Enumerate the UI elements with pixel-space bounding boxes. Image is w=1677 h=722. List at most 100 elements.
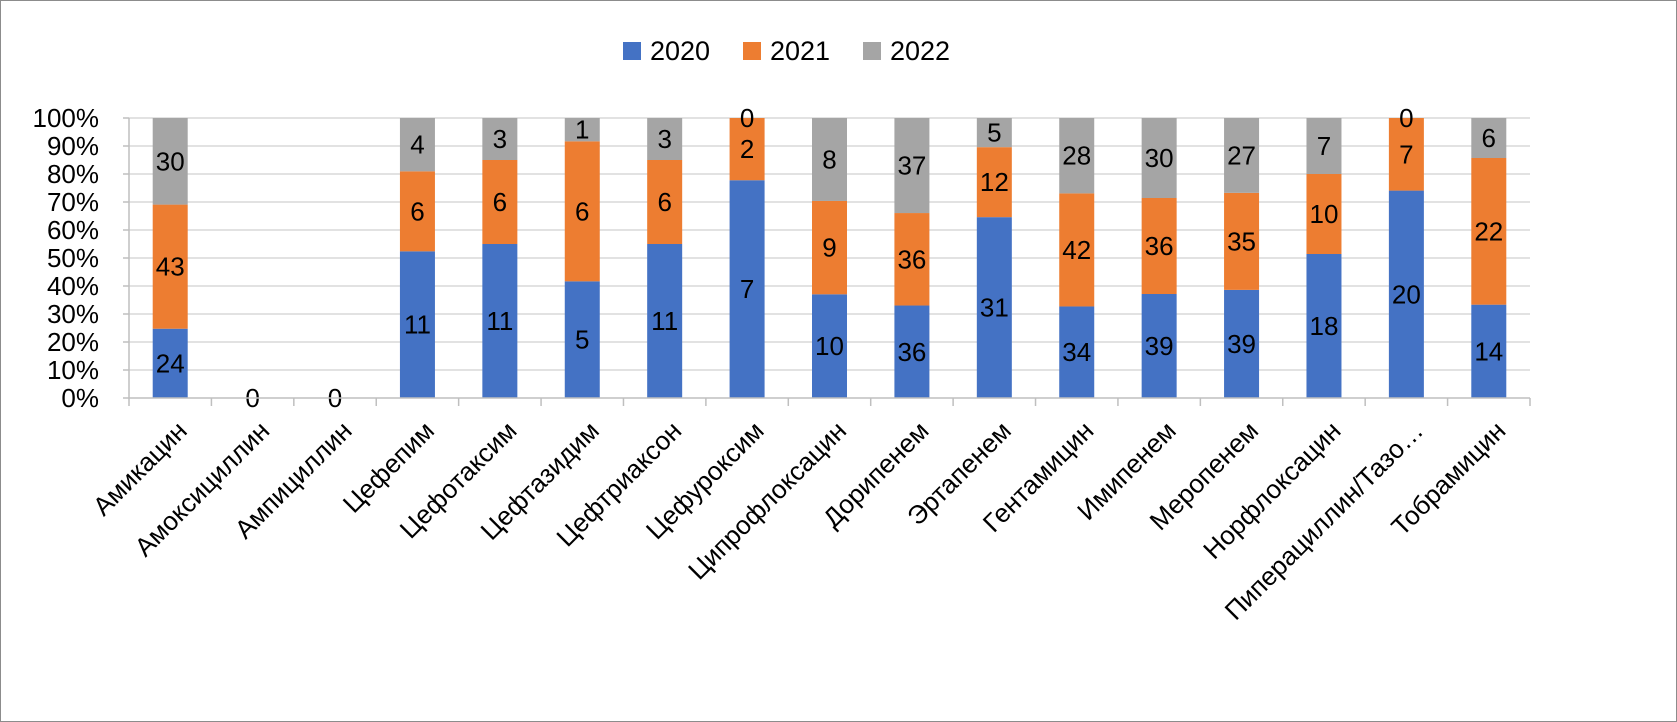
legend-swatch-2022 — [863, 42, 881, 60]
bar-segment-2021 — [152, 204, 188, 329]
data-label: 3 — [657, 124, 671, 154]
bar-segment-2021 — [812, 200, 847, 295]
bar-segment-2021 — [894, 213, 930, 306]
data-label: 6 — [410, 196, 424, 226]
data-label: 1 — [575, 115, 589, 145]
data-label: 11 — [651, 306, 678, 336]
bar-segment-2020 — [647, 244, 683, 398]
data-label: 36 — [1145, 231, 1174, 261]
data-label: 36 — [897, 337, 926, 367]
bar-segment-2020 — [894, 305, 930, 398]
y-tick-label: 80% — [47, 159, 99, 189]
bar-segment-2022 — [812, 118, 847, 201]
bar-segment-2021 — [729, 118, 765, 181]
bar-segment-2022 — [976, 118, 1012, 148]
data-label: 14 — [1474, 336, 1503, 366]
bar-segment-2021 — [399, 171, 435, 252]
data-label: 39 — [1145, 331, 1174, 361]
bar-segment-2022 — [152, 118, 188, 205]
legend-swatch-2020 — [623, 42, 641, 60]
bar-segment-2021 — [1471, 158, 1507, 305]
data-label: 7 — [740, 274, 754, 304]
y-tick-label: 90% — [47, 131, 99, 161]
bar-segment-2022 — [564, 118, 600, 142]
data-label: 6 — [493, 187, 507, 217]
data-label: 6 — [1482, 123, 1496, 153]
data-label: 34 — [1062, 337, 1091, 367]
data-label: 12 — [980, 167, 1009, 197]
bar-segment-2021 — [647, 160, 683, 244]
bar-segment-2022 — [1471, 118, 1507, 158]
bar-segment-2020 — [729, 180, 765, 398]
bar-segment-2021 — [1388, 118, 1424, 191]
y-tick-label: 10% — [47, 355, 99, 385]
data-label: 6 — [575, 196, 589, 226]
bar-segment-2020 — [152, 328, 188, 398]
data-label: 27 — [1227, 140, 1256, 170]
data-label: 9 — [822, 233, 836, 263]
data-label: 24 — [156, 348, 185, 378]
y-tick-label: 20% — [47, 327, 99, 357]
data-label: 30 — [1145, 143, 1174, 173]
bar-segment-2020 — [399, 251, 435, 398]
data-label: 7 — [1317, 131, 1331, 161]
legend-label: 2021 — [770, 36, 830, 66]
y-tick-label: 60% — [47, 215, 99, 245]
y-tick-label: 30% — [47, 299, 99, 329]
bar-segment-2021 — [1224, 192, 1260, 290]
bar-segment-2021 — [1306, 174, 1342, 254]
bar-segment-2020 — [1471, 304, 1507, 398]
data-label: 43 — [156, 252, 185, 282]
bar-segment-2020 — [812, 294, 847, 398]
data-label: 10 — [1310, 199, 1339, 229]
bar-segment-2020 — [482, 244, 518, 398]
bar-segment-2020 — [564, 281, 600, 398]
data-label: 35 — [1227, 226, 1256, 256]
bar-segment-2020 — [1388, 190, 1424, 398]
y-tick-label: 100% — [33, 103, 100, 133]
bar-segment-2022 — [1306, 118, 1342, 174]
y-tick-label: 40% — [47, 271, 99, 301]
data-label: 0 — [740, 103, 754, 133]
data-label: 20 — [1392, 279, 1421, 309]
data-label: 18 — [1310, 311, 1339, 341]
bar-segment-2021 — [1059, 193, 1095, 307]
data-label: 8 — [822, 144, 836, 174]
data-label: 10 — [815, 331, 844, 361]
data-label: 22 — [1474, 216, 1503, 246]
data-label: 4 — [410, 130, 424, 160]
bar-segment-2022 — [647, 118, 683, 160]
bar-segment-2022 — [1141, 118, 1177, 198]
bar-segment-2020 — [976, 217, 1012, 398]
data-label: 42 — [1062, 235, 1091, 265]
data-label: 36 — [897, 244, 926, 274]
bar-segment-2021 — [1141, 198, 1177, 294]
y-tick-label: 0% — [61, 383, 99, 413]
bar-segment-2021 — [564, 141, 600, 282]
bar-segment-2022 — [399, 118, 435, 172]
data-label: 5 — [575, 325, 589, 355]
data-label: 39 — [1227, 329, 1256, 359]
data-label: 0 — [1399, 103, 1413, 133]
data-label: 5 — [987, 118, 1001, 148]
y-tick-label: 70% — [47, 187, 99, 217]
bar-segment-2020 — [1224, 289, 1260, 398]
bar-segment-2021 — [976, 147, 1012, 218]
data-label: 37 — [897, 151, 926, 181]
bar-segment-2022 — [482, 118, 518, 160]
legend-label: 2022 — [890, 36, 950, 66]
data-label: 3 — [493, 124, 507, 154]
y-tick-label: 50% — [47, 243, 99, 273]
bar-segment-2020 — [1059, 306, 1095, 398]
bar-segment-2022 — [1059, 118, 1095, 194]
data-label: 11 — [486, 306, 513, 336]
bar-segment-2020 — [1141, 294, 1177, 398]
data-label: 11 — [404, 310, 431, 340]
x-category-label: Ципрофлоксацин — [682, 415, 852, 585]
bar-segment-2022 — [1224, 118, 1260, 193]
data-label: 31 — [980, 293, 1009, 323]
data-label: 28 — [1062, 141, 1091, 171]
data-label: 7 — [1399, 139, 1413, 169]
